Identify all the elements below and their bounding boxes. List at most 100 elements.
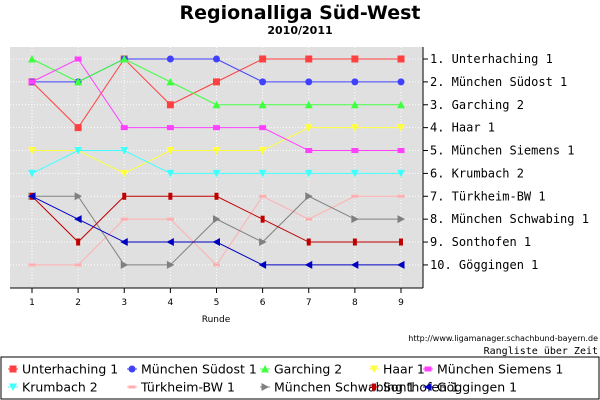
legend: Unterhaching 1 München Südost 1 Garching 2… (8, 362, 563, 395)
data-point (120, 217, 128, 221)
legend-box (0, 356, 600, 400)
legend-label: Krumbach 2 (22, 380, 98, 395)
legend-item: Krumbach 2 (8, 380, 98, 395)
data-point (397, 100, 405, 109)
data-point (305, 78, 313, 86)
legend-marker (261, 383, 269, 391)
x-tick-label: 2 (75, 298, 81, 308)
data-point (259, 125, 267, 131)
x-tick-label: 3 (121, 298, 127, 308)
legend-item: Sonthofen 1 (369, 380, 459, 395)
x-axis-label: Runde (202, 315, 231, 325)
series-group (28, 55, 405, 269)
data-point (259, 78, 267, 86)
legend-item: Unterhaching 1 (8, 362, 118, 377)
data-point (120, 125, 128, 131)
data-point (166, 260, 175, 269)
legend-item: Garching 2 (260, 362, 342, 377)
legend-item: Göggingen 1 (423, 380, 517, 395)
data-point (397, 124, 405, 132)
data-point (212, 238, 220, 247)
data-point (28, 55, 36, 63)
data-point (259, 194, 267, 198)
data-point (351, 215, 359, 224)
rank-label: 6. Krumbach 2 (430, 166, 524, 180)
legend-item: München Schwabing 1 (260, 380, 415, 395)
legend-label: Haar 1 (383, 362, 425, 377)
rank-tick-group: 1. Unterhaching 1 2. München Südost 1 3. G… (423, 52, 589, 272)
rank-label: 10. Göggingen 1 (430, 258, 538, 272)
data-point (212, 147, 221, 155)
series-5 (28, 147, 405, 178)
x-tick-label: 4 (168, 298, 174, 308)
legend-marker (372, 383, 376, 391)
data-point (28, 147, 36, 155)
data-point (166, 147, 175, 155)
data-point (397, 215, 405, 224)
data-point (351, 148, 359, 154)
data-point (259, 55, 267, 63)
data-point (213, 263, 220, 267)
data-point (166, 238, 174, 247)
data-point (306, 238, 311, 246)
source-url: http://www.ligamanager.schachbund-bayern… (408, 334, 598, 343)
series-2 (28, 55, 405, 109)
data-point (74, 192, 83, 201)
data-point (258, 147, 267, 155)
data-point (166, 217, 174, 221)
data-point (397, 148, 405, 154)
legend-item: München Siemens 1 (423, 362, 563, 377)
data-point (399, 238, 403, 246)
legend-label: München Siemens 1 (437, 362, 563, 377)
legend-marker (370, 365, 378, 373)
rank-label: 9. Sonthofen 1 (430, 235, 531, 249)
data-point (258, 260, 267, 269)
data-point (74, 124, 82, 132)
rank-label: 7. Türkheim-BW 1 (430, 189, 546, 203)
data-point (76, 238, 81, 246)
x-tick-label: 8 (352, 298, 358, 308)
data-point (214, 192, 219, 200)
data-point (74, 215, 82, 224)
series-7 (28, 192, 405, 269)
data-point (213, 215, 221, 224)
series-6 (28, 194, 405, 267)
data-point (213, 55, 220, 63)
data-point (260, 215, 265, 223)
data-point (397, 169, 405, 178)
data-point (397, 194, 405, 198)
data-point (74, 77, 83, 86)
data-point (350, 124, 359, 132)
rank-label: 3. Garching 2 (430, 98, 524, 112)
data-point (212, 100, 221, 109)
legend-label: Göggingen 1 (437, 380, 517, 395)
data-point (120, 260, 129, 269)
data-point (304, 124, 313, 132)
legend-label: Türkheim-BW 1 (140, 380, 235, 395)
data-point (350, 100, 359, 109)
legend-marker (9, 383, 17, 391)
data-point (304, 169, 313, 178)
data-point (350, 260, 359, 269)
data-point (28, 79, 36, 85)
rank-label: 8. München Schwabing 1 (430, 212, 589, 226)
grid-lines (10, 47, 423, 288)
data-point (350, 169, 359, 178)
series-4 (28, 56, 405, 154)
rank-label: 1. Unterhaching 1 (430, 52, 553, 66)
rank-label: 2. München Südost 1 (430, 75, 567, 89)
legend-marker (424, 366, 432, 372)
legend-label: Garching 2 (274, 362, 342, 377)
data-point (28, 263, 36, 267)
data-point (397, 260, 405, 269)
data-point (28, 192, 36, 201)
legend-item: München Südost 1 (127, 362, 257, 377)
x-tick-group: 1 2 3 4 5 6 7 8 9 (29, 288, 404, 308)
data-point (258, 100, 267, 109)
x-tick-label: 7 (306, 298, 312, 308)
data-point (166, 169, 175, 178)
data-point (305, 217, 313, 221)
data-point (122, 192, 127, 200)
data-point (305, 148, 313, 154)
legend-label: München Schwabing 1 (274, 380, 415, 395)
